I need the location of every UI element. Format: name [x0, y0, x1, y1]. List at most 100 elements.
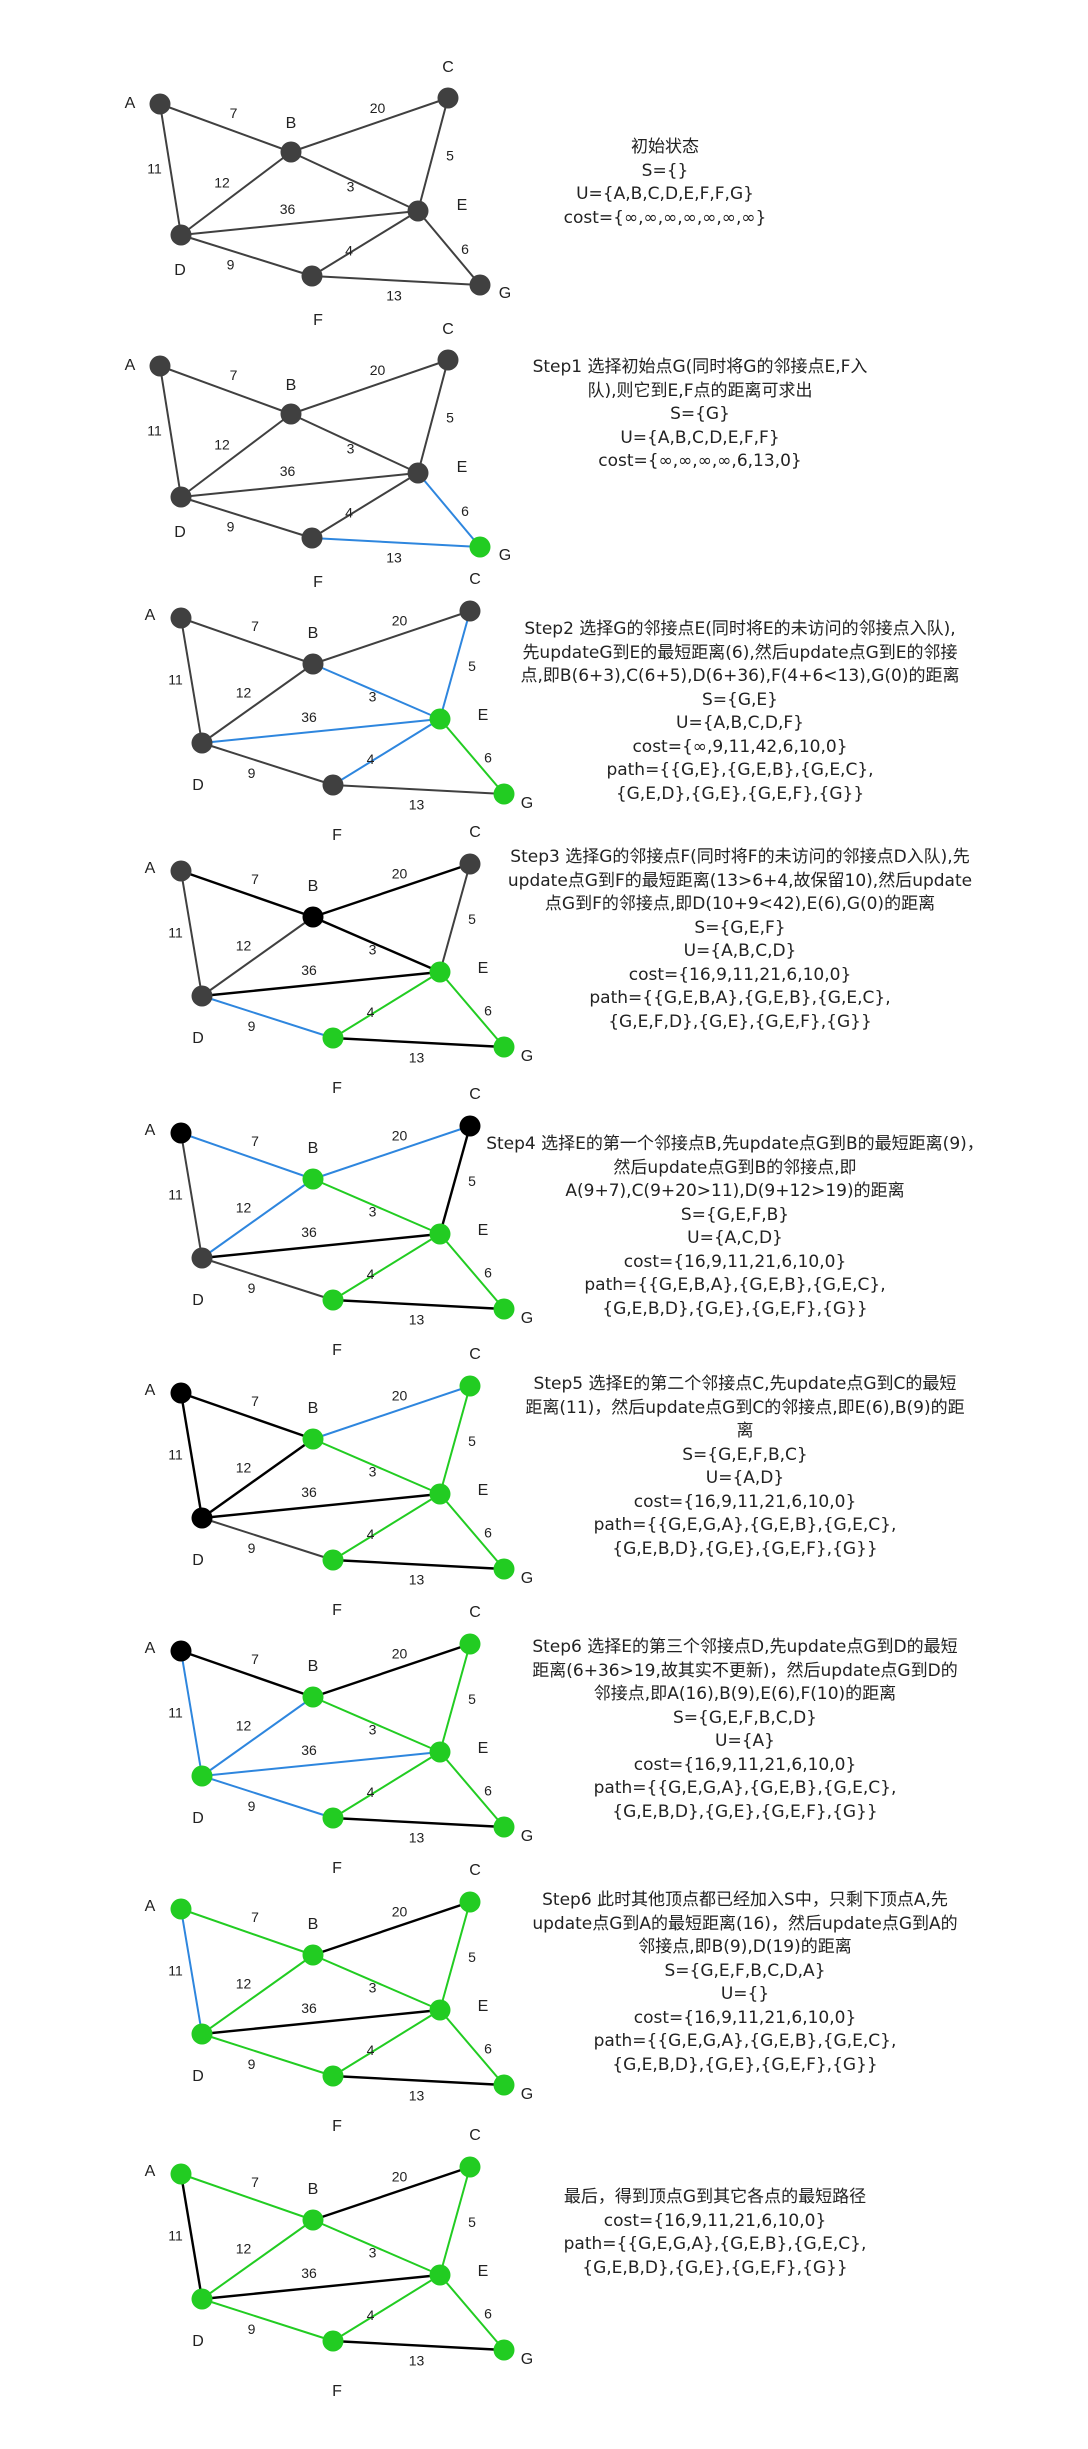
step-description: Step6 选择E的第三个邻接点D,先update点G到D的最短 距离(6+36>…: [475, 1636, 1015, 1824]
step-panel-8: 7 11 20 12 3 5 36 9 4 6 13 A B C D E F G 最后，得到顶点G到其它各点的最短路…: [0, 2078, 1088, 2400]
edge-DE: [201, 1492, 441, 1520]
edge-DF: [201, 2033, 334, 2077]
edge-weight-EF: 4: [367, 2307, 375, 2323]
edge-BC: [312, 1125, 471, 1180]
step-panel-2: 7 11 20 12 3 5 36 9 4 6 13 A B C D E F G Step2 选择G的邻接点E(同时…: [0, 522, 1088, 844]
edge-DE: [201, 1751, 441, 1777]
description-line: 邻接点,即A(16),B(9),E(6),F(10)的距离: [593, 1684, 897, 1704]
vertex-D: [191, 1765, 213, 1787]
vertex-E: [429, 1999, 451, 2021]
description-line: S={G,E,F,B,C,D}: [672, 1707, 817, 1728]
vertex-F: [322, 1027, 344, 1049]
edge-BD: [201, 916, 314, 997]
edge-weight-BE: 3: [369, 1464, 377, 1480]
step-description: Step1 选择初始点G(同时将G的邻接点E,F入 队),则它到E,F点的距离可求…: [430, 356, 970, 474]
graph-figure: 7 11 20 12 3 5 36 9 4 6 13 A B C D E F G: [145, 2127, 534, 2400]
edge-weight-EF: 4: [367, 1526, 375, 1542]
edge-AD: [180, 1650, 203, 1777]
vertex-E: [429, 1223, 451, 1245]
edge-CE: [439, 1643, 471, 1753]
edge-weight-FG: 13: [409, 2353, 425, 2369]
edge-weight-AB: 7: [251, 2174, 259, 2190]
vertex-B: [302, 906, 324, 928]
vertex-G: [493, 783, 515, 805]
edge-weight-EG: 6: [484, 750, 492, 766]
description-line: S={G,E,F,B,C}: [682, 1444, 808, 1465]
edge-weight-BD: 12: [236, 1460, 252, 1476]
edge-BE: [312, 663, 441, 720]
edge-weight-DE: 36: [280, 463, 296, 479]
description-line: cost={16,9,11,21,6,10,0}: [603, 2210, 827, 2231]
edge-DF: [201, 2298, 334, 2342]
graph-figure: 7 11 20 12 3 5 36 9 4 6 13 A B C D E F G: [145, 1346, 534, 1619]
vertex-C: [437, 349, 459, 371]
vertex-label-G: G: [521, 1828, 533, 1845]
vertex-label-C: C: [469, 1346, 481, 1363]
edge-DE: [201, 970, 441, 998]
edge-BD: [201, 1954, 314, 2035]
step-panel-7: 7 11 20 12 3 5 36 9 4 6 13 A B C D E F G Step6 此时其他顶点都已经加入…: [0, 1813, 1088, 2135]
vertex-A: [170, 2163, 192, 2185]
description-line: S={}: [641, 160, 689, 181]
vertex-label-D: D: [192, 2068, 204, 2085]
description-line: cost={16,9,11,21,6,10,0}: [633, 1754, 857, 1775]
vertex-B: [302, 2209, 324, 2231]
vertex-G: [469, 274, 491, 296]
edge-AD: [180, 1132, 203, 1259]
vertex-E: [429, 1741, 451, 1763]
description-line: cost={16,9,11,21,6,10,0}: [633, 1491, 857, 1512]
edge-weight-DE: 36: [301, 2265, 317, 2281]
edge-BD: [180, 413, 292, 498]
vertex-G: [493, 2339, 515, 2361]
vertex-label-B: B: [286, 377, 297, 394]
edge-weight-AD: 11: [168, 1705, 183, 1721]
edge-BE: [290, 151, 419, 212]
edge-weight-BE: 3: [369, 2245, 377, 2261]
edge-DF: [180, 496, 313, 539]
edge-CE: [439, 610, 471, 720]
vertex-label-A: A: [145, 860, 156, 877]
vertex-C: [459, 2156, 481, 2178]
vertex-C: [459, 853, 481, 875]
description-line: S={G,E,F}: [694, 917, 786, 938]
vertex-G: [493, 1558, 515, 1580]
vertex-C: [437, 87, 459, 109]
vertex-label-G: G: [521, 1048, 533, 1065]
step-description: Step6 此时其他顶点都已经加入S中，只剩下顶点A,先 update点G到A的最…: [475, 1889, 1015, 2077]
vertex-E: [429, 961, 451, 983]
edge-CE: [438, 1125, 472, 1235]
edge-CE: [417, 359, 449, 474]
edge-weight-CE: 5: [468, 1949, 476, 1965]
edge-weight-EG: 6: [484, 1265, 492, 1281]
step-description: 初始状态 S={} U={A,B,C,D,E,F,F,G} cost={∞,∞,∞,∞…: [395, 136, 935, 230]
vertex-E: [429, 708, 451, 730]
description-line: {G,E,B,D},{G,E},{G,E,F},{G}}: [612, 2054, 878, 2075]
edge-weight-CE: 5: [468, 911, 476, 927]
vertex-label-C: C: [469, 1086, 481, 1103]
edge-DE: [201, 1232, 441, 1260]
edge-EG: [439, 1493, 505, 1570]
edge-weight-DF: 9: [248, 2321, 256, 2337]
description-line: U={A,C,D}: [687, 1228, 783, 1248]
description-line: update点G到A的最短距离(16)，然后update点G到A的: [532, 1913, 958, 1934]
edge-AB: [159, 365, 292, 415]
vertex-label-F: F: [332, 827, 342, 844]
vertex-label-A: A: [145, 607, 156, 624]
edge-weight-EF: 4: [367, 1784, 375, 1800]
edge-AD: [180, 870, 203, 997]
vertex-E: [407, 200, 429, 222]
edge-weight-FG: 13: [409, 797, 425, 813]
edge-EF: [332, 1493, 441, 1561]
edge-weight-BC: 20: [392, 613, 408, 629]
description-line: U={A,B,C,D,F}: [676, 713, 804, 733]
edge-weight-AD: 11: [168, 1447, 183, 1463]
edge-AB: [180, 1391, 314, 1441]
edge-CE: [439, 1901, 471, 2011]
description-line: path={{G,E,G,A},{G,E,B},{G,E,C},: [593, 1778, 897, 1798]
edge-BC: [312, 610, 471, 665]
edge-BD: [201, 1438, 314, 1519]
vertex-label-A: A: [125, 357, 136, 374]
edge-BD: [180, 151, 292, 236]
vertex-A: [149, 355, 171, 377]
vertex-label-G: G: [499, 547, 511, 564]
